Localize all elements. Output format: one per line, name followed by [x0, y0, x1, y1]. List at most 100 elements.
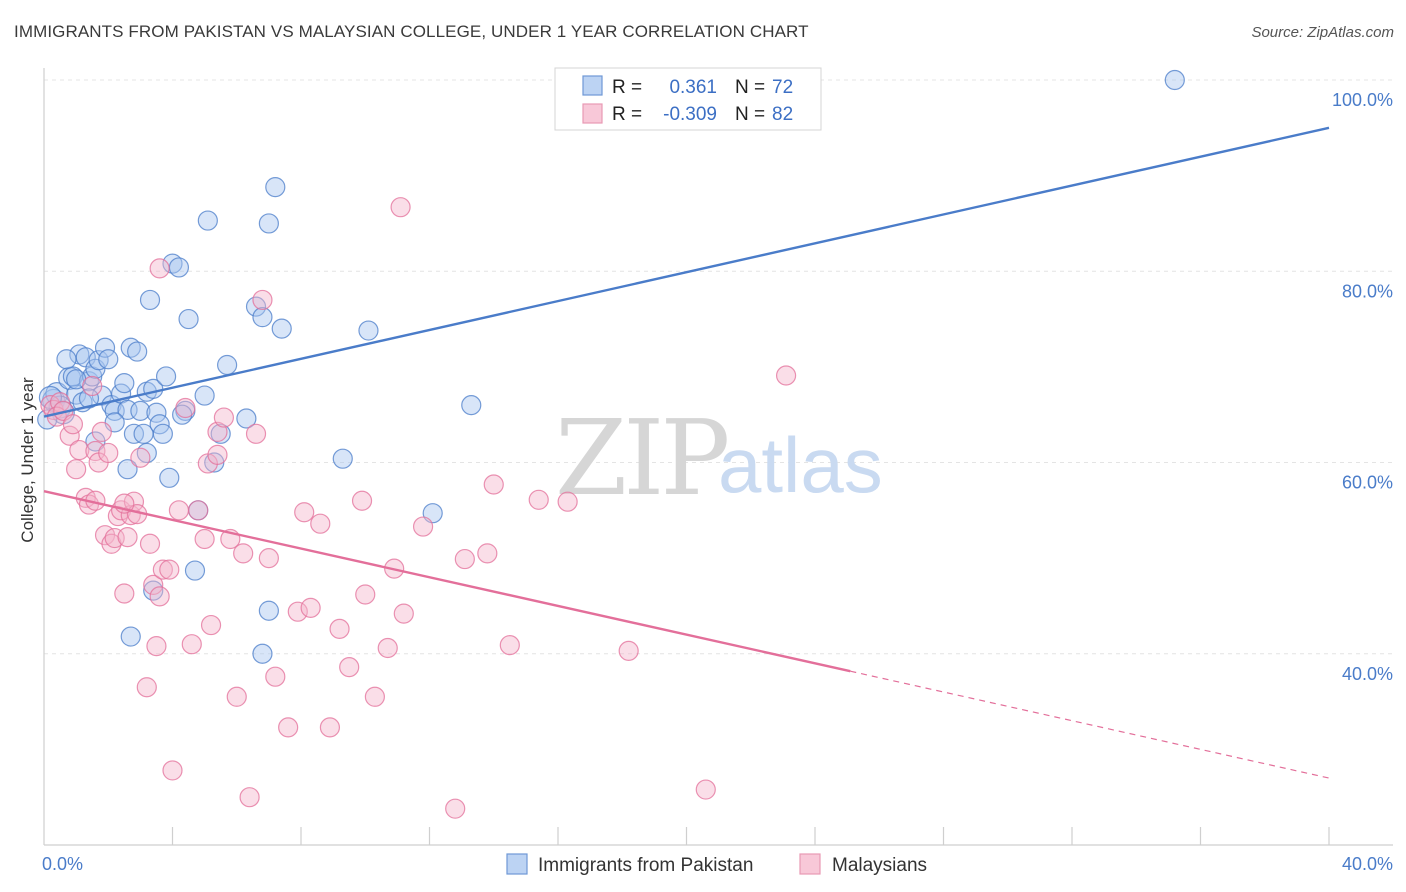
point-malaysians-43 — [226, 686, 247, 707]
point-malaysians-48 — [258, 548, 279, 569]
point-malaysians-52 — [294, 502, 315, 523]
point-malaysians-71 — [618, 640, 639, 661]
point-malaysians-5 — [59, 425, 80, 446]
point-pakistan-39 — [178, 308, 199, 330]
point-pakistan-60 — [358, 320, 379, 341]
point-pakistan-53 — [258, 600, 279, 621]
point-malaysians-31 — [152, 559, 173, 580]
point-pakistan-51 — [265, 177, 286, 198]
point-pakistan-21 — [114, 373, 135, 394]
watermark-zip: ZIP — [555, 397, 727, 519]
point-pakistan-64 — [1164, 69, 1185, 91]
point-pakistan-54 — [252, 643, 273, 664]
point-pakistan-45 — [210, 423, 231, 444]
point-malaysians-68 — [499, 635, 520, 656]
legend-swatch-blue — [582, 75, 603, 96]
point-malaysians-29 — [146, 635, 167, 657]
point-pakistan-57 — [117, 459, 138, 480]
series-legend-swatch-pakistan — [506, 853, 528, 875]
legend-r-label-1: R = — [612, 77, 642, 98]
point-malaysians-13 — [91, 421, 112, 442]
point-malaysians-72 — [695, 779, 716, 800]
legend-r-value-2: -0.309 — [663, 104, 717, 125]
y-tick-labels: 40.0% 60.0% 80.0% 100.0% — [1332, 90, 1393, 684]
point-malaysians-59 — [364, 686, 385, 707]
point-malaysians-10 — [82, 375, 103, 397]
series-legend-swatch-malaysians — [799, 853, 821, 875]
point-malaysians-57 — [339, 657, 360, 678]
point-malaysians-62 — [393, 603, 414, 624]
point-pakistan-31 — [146, 402, 167, 423]
point-malaysians-21 — [117, 526, 138, 548]
point-malaysians-27 — [139, 533, 161, 554]
chart-title: IMMIGRANTS FROM PAKISTAN VS MALAYSIAN CO… — [14, 22, 809, 41]
point-pakistan-36 — [162, 253, 183, 274]
point-malaysians-15 — [98, 442, 119, 464]
point-malaysians-45 — [239, 787, 260, 808]
point-pakistan-65 — [56, 349, 77, 370]
point-pakistan-35 — [159, 467, 180, 488]
point-pakistan-56 — [120, 626, 141, 647]
point-malaysians-46 — [245, 423, 267, 444]
point-pakistan-16 — [94, 337, 116, 358]
y-tick-label-40: 40.0% — [1342, 664, 1393, 684]
point-malaysians-28 — [143, 574, 164, 596]
legend-swatch-pink — [582, 103, 603, 124]
point-malaysians-58 — [355, 584, 376, 605]
point-pakistan-40 — [184, 560, 206, 581]
y-axis-label: College, Under 1 year — [18, 377, 37, 543]
x-axis-ticks — [171, 827, 1330, 845]
point-malaysians-73 — [775, 365, 797, 386]
series-legend-label-pakistan: Immigrants from Pakistan — [538, 855, 753, 876]
x-tick-label-max: 40.0% — [1342, 854, 1393, 874]
point-pakistan-17 — [98, 349, 119, 370]
point-malaysians-32 — [159, 559, 180, 580]
point-malaysians-41 — [213, 407, 234, 428]
point-malaysians-55 — [319, 717, 341, 738]
point-malaysians-53 — [300, 597, 321, 618]
point-pakistan-37 — [168, 257, 190, 278]
point-malaysians-26 — [136, 677, 157, 698]
point-pakistan-59 — [332, 448, 353, 469]
point-pakistan-3 — [38, 385, 63, 410]
point-malaysians-6 — [62, 414, 84, 435]
point-malaysians-63 — [412, 516, 434, 537]
x-tick-label-min: 0.0% — [42, 854, 83, 874]
point-malaysians-35 — [175, 397, 196, 419]
point-pakistan-62 — [461, 395, 482, 416]
series-malaysians-points — [40, 197, 797, 819]
point-pakistan-34 — [155, 366, 177, 387]
series-pakistan-points — [37, 69, 1185, 664]
point-pakistan-46 — [217, 354, 238, 376]
chart-source: Source: ZipAtlas.com — [1251, 24, 1394, 41]
point-pakistan-49 — [252, 307, 273, 328]
point-malaysians-7 — [66, 459, 87, 480]
point-malaysians-51 — [287, 601, 308, 622]
point-malaysians-50 — [278, 717, 299, 738]
point-malaysians-56 — [329, 618, 350, 639]
legend-n-label-2: N = — [735, 104, 765, 125]
point-malaysians-20 — [114, 583, 135, 604]
legend-r-label-2: R = — [612, 104, 642, 125]
point-malaysians-54 — [310, 513, 331, 534]
legend-n-value-2: 82 — [772, 104, 793, 125]
y-tick-label-80: 80.0% — [1342, 281, 1393, 301]
series-legend: Immigrants from Pakistan Malaysians — [506, 853, 927, 876]
point-malaysians-70 — [557, 491, 578, 512]
point-pakistan-55 — [143, 580, 164, 601]
legend-r-value-1: 0.361 — [669, 77, 717, 98]
point-malaysians-64 — [445, 798, 466, 819]
point-pakistan-42 — [194, 385, 215, 406]
point-pakistan-47 — [236, 408, 257, 429]
point-malaysians-67 — [483, 474, 504, 495]
axes — [43, 68, 1393, 846]
y-tick-label-100: 100.0% — [1332, 90, 1393, 110]
point-malaysians-81 — [351, 490, 373, 511]
point-malaysians-66 — [477, 543, 498, 564]
point-pakistan-50 — [258, 213, 279, 234]
point-malaysians-37 — [188, 500, 209, 521]
point-pakistan-26 — [130, 400, 151, 421]
legend-n-value-1: 72 — [772, 77, 793, 98]
point-malaysians-8 — [69, 439, 90, 461]
